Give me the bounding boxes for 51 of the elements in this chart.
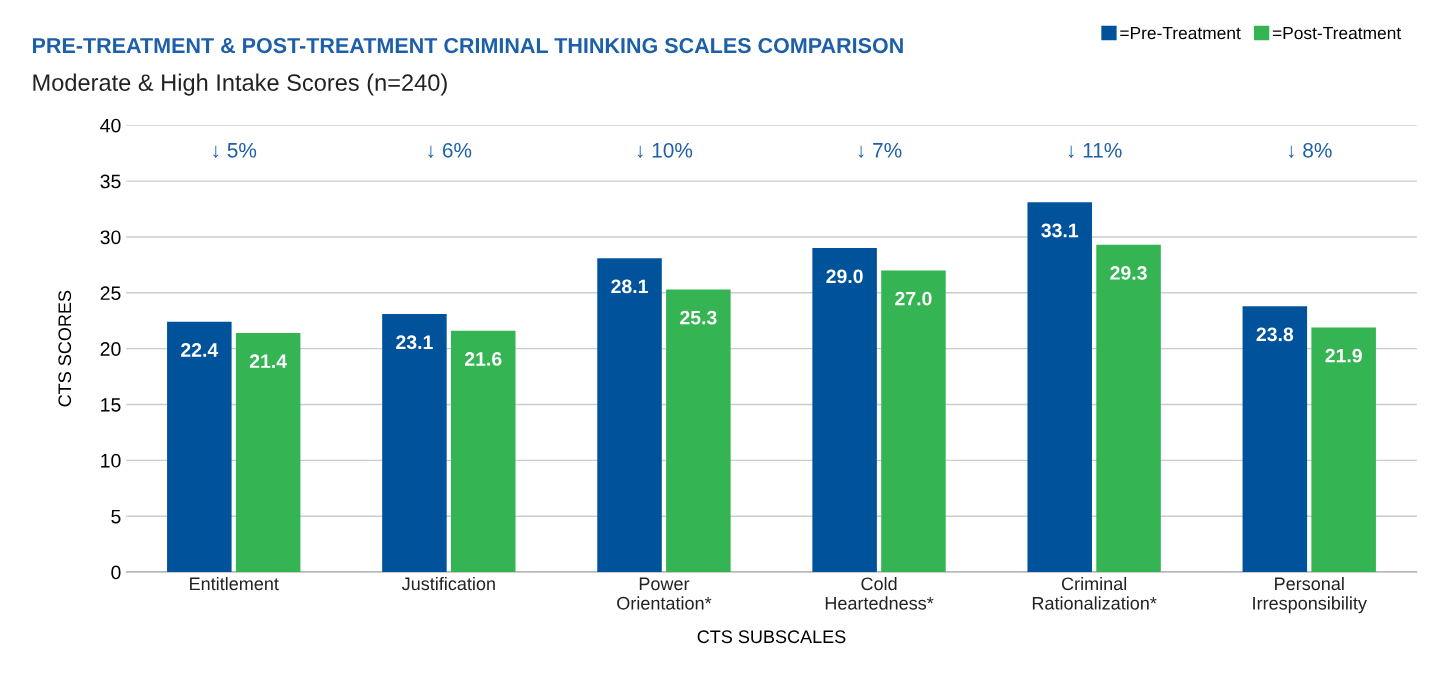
data-label: 21.6 [465,352,502,366]
bar [167,321,232,573]
bar [597,258,662,573]
data-label: 29.3 [1110,266,1147,280]
bar [666,289,731,573]
data-label: 23.8 [1256,327,1294,342]
chart-subtitle: Moderate & High Intake Scores (n=240) [33,73,447,96]
y-tick-label: 10 [101,453,121,468]
data-label: 33.1 [1041,223,1079,238]
x-tick-label: Cold Heartedness* [825,576,934,610]
data-label: 22.4 [181,343,219,357]
x-tick-label: Criminal Rationalization* [1032,576,1157,610]
data-label: 21.9 [1325,348,1362,363]
data-label: 25.3 [680,310,717,325]
bar [450,330,516,573]
x-tick-label: Power Orientation* [617,577,712,610]
y-tick-label: 40 [100,118,121,133]
x-tick-label: Entitlement [190,576,279,591]
y-tick-label: 5 [111,509,121,524]
annotation: ↓ 5% [213,142,257,159]
annotation: ↓ 10% [637,142,693,159]
data-label: 29.0 [826,269,863,284]
x-axis-title: CTS SUBSCALES [697,630,846,644]
y-tick-label: 20 [100,342,121,356]
y-tick-label: 35 [100,174,121,189]
y-tick-label: 15 [101,398,121,412]
y-tick-label: 30 [100,230,121,245]
bar [1242,306,1308,573]
annotation: ↓ 8% [1288,142,1332,159]
bar [1311,327,1376,573]
annotation: ↓ 6% [428,142,472,159]
chart-title: PRE-TREATMENT & POST-TREATMENT CRIMINAL THINKING SCALES COMPARISON [32,37,903,54]
bar [1027,202,1092,573]
data-label: 28.1 [611,279,648,294]
legend-label: =Pre-Treatment [1120,27,1241,40]
x-tick-label: Personal Irresponsibility [1253,576,1367,614]
bar [382,314,447,573]
annotation: ↓ 11% [1068,142,1122,159]
bar [881,270,946,573]
legend-label: =Post-Treatment [1272,27,1402,40]
data-label: 23.1 [396,335,433,350]
data-label: 21.4 [249,354,287,368]
bar [812,248,877,573]
y-tick-label: 0 [111,565,121,580]
data-label: 27.0 [895,291,932,306]
y-tick-label: 25 [100,286,121,301]
bar [1096,244,1161,573]
x-tick-label: Justification [401,576,495,591]
bar [235,333,301,573]
y-axis-title: CTS SCORES [58,290,72,407]
annotation: ↓ 7% [858,142,902,159]
